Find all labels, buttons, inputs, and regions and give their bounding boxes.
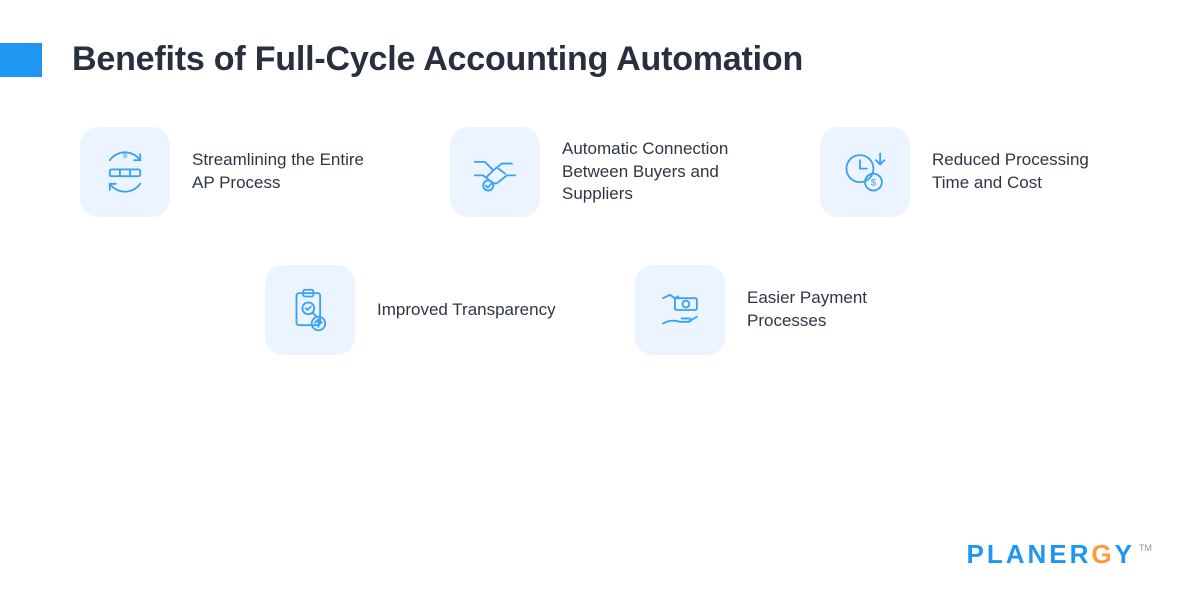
process-cycle-icon: $ (80, 127, 170, 217)
svg-text:$: $ (123, 150, 128, 160)
grid-row-2: Improved Transparency Easier Payment Pro… (265, 265, 935, 355)
logo-tm: TM (1139, 543, 1152, 553)
benefit-card: Improved Transparency (265, 265, 565, 355)
benefit-label: Improved Transparency (377, 299, 556, 322)
benefit-label: Reduced Processing Time and Cost (932, 149, 1120, 195)
page-title: Benefits of Full-Cycle Accounting Automa… (72, 40, 803, 79)
handshake-icon (450, 127, 540, 217)
benefits-grid: $ Streamlining the Entire AP Process Aut… (0, 127, 1200, 355)
benefit-label: Streamlining the Entire AP Process (192, 149, 380, 195)
time-cost-icon: $ (820, 127, 910, 217)
benefit-card: $ Streamlining the Entire AP Process (80, 127, 380, 217)
grid-row-1: $ Streamlining the Entire AP Process Aut… (80, 127, 1120, 217)
svg-text:$: $ (871, 178, 876, 188)
benefit-card: Easier Payment Processes (635, 265, 935, 355)
benefit-card: Automatic Connection Between Buyers and … (450, 127, 750, 217)
clipboard-icon (265, 265, 355, 355)
payment-icon (635, 265, 725, 355)
benefit-label: Easier Payment Processes (747, 287, 935, 333)
benefit-label: Automatic Connection Between Buyers and … (562, 138, 750, 207)
header: Benefits of Full-Cycle Accounting Automa… (0, 40, 1200, 79)
brand-logo: PLANERGY TM (967, 539, 1152, 570)
accent-bar (0, 43, 42, 77)
logo-text: PLANERGY (967, 539, 1135, 570)
benefit-card: $ Reduced Processing Time and Cost (820, 127, 1120, 217)
